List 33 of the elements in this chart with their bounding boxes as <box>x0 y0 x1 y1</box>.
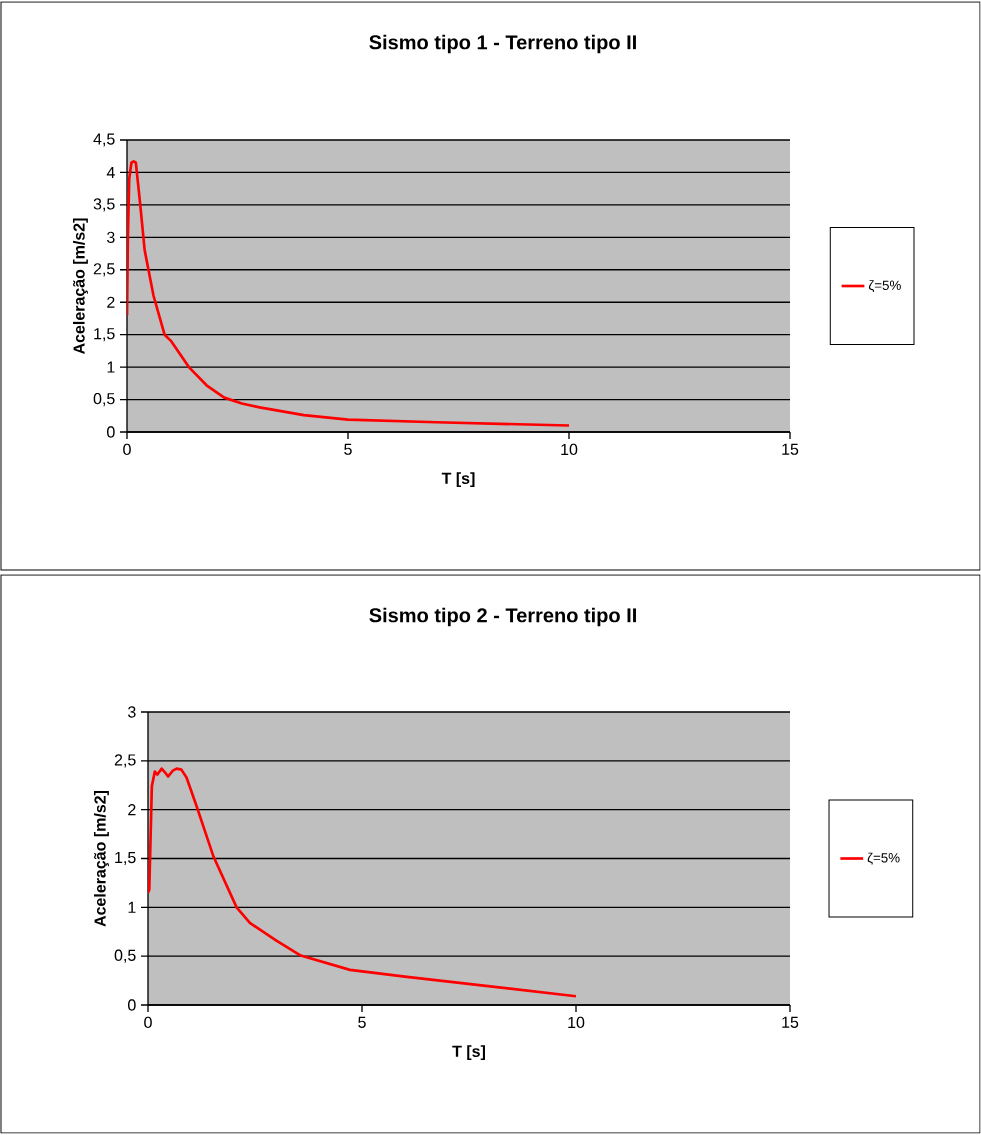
x-tick-label: 10 <box>561 443 578 456</box>
line-series <box>127 160 571 427</box>
y-tick-label: 3 <box>128 706 136 718</box>
y-tick-label: 1 <box>128 901 136 913</box>
y-tick-label: 4 <box>107 166 116 178</box>
y-tick-label: 0 <box>107 426 115 438</box>
y-tick-label: 2,5 <box>94 263 115 277</box>
x-tick-label: 5 <box>358 1016 367 1028</box>
y-tick-label: 2 <box>128 804 136 816</box>
y-tick-label: 3,5 <box>93 198 115 212</box>
y-tick-label: 1,5 <box>94 328 115 342</box>
y-tick-label: 2 <box>107 296 115 308</box>
chart-title: Sismo tipo 1 - Terreno tipo II <box>369 34 637 54</box>
x-tick-label: 0 <box>144 1016 153 1029</box>
y-tick-label: 0,5 <box>93 392 115 407</box>
y-tick-label: 3 <box>107 231 115 243</box>
x-axis-title: T [s] <box>452 1045 486 1061</box>
x-tick-label: 15 <box>782 1016 799 1028</box>
x-axis-title: T [s] <box>442 472 475 488</box>
y-tick-label: 0,5 <box>114 949 136 963</box>
x-tick-label: 5 <box>344 443 353 455</box>
legend-label: ζ=5% <box>867 852 900 865</box>
y-tick-label: 0 <box>128 999 136 1011</box>
x-tick-label: 10 <box>568 1016 585 1029</box>
y-axis-title: Aceleração [m/s2] <box>73 218 89 355</box>
x-tick-label: 15 <box>782 443 799 455</box>
y-tick-label: 4,5 <box>93 133 115 147</box>
y-tick-label: 1 <box>107 361 115 373</box>
legend-label: ζ=5% <box>869 280 902 293</box>
y-tick-label: 2,5 <box>115 754 136 768</box>
y-tick-label: 1,5 <box>115 851 136 866</box>
chart-title: Sismo tipo 2 - Terreno tipo II <box>369 607 637 627</box>
y-axis-title: Aceleração [m/s2] <box>94 790 110 927</box>
